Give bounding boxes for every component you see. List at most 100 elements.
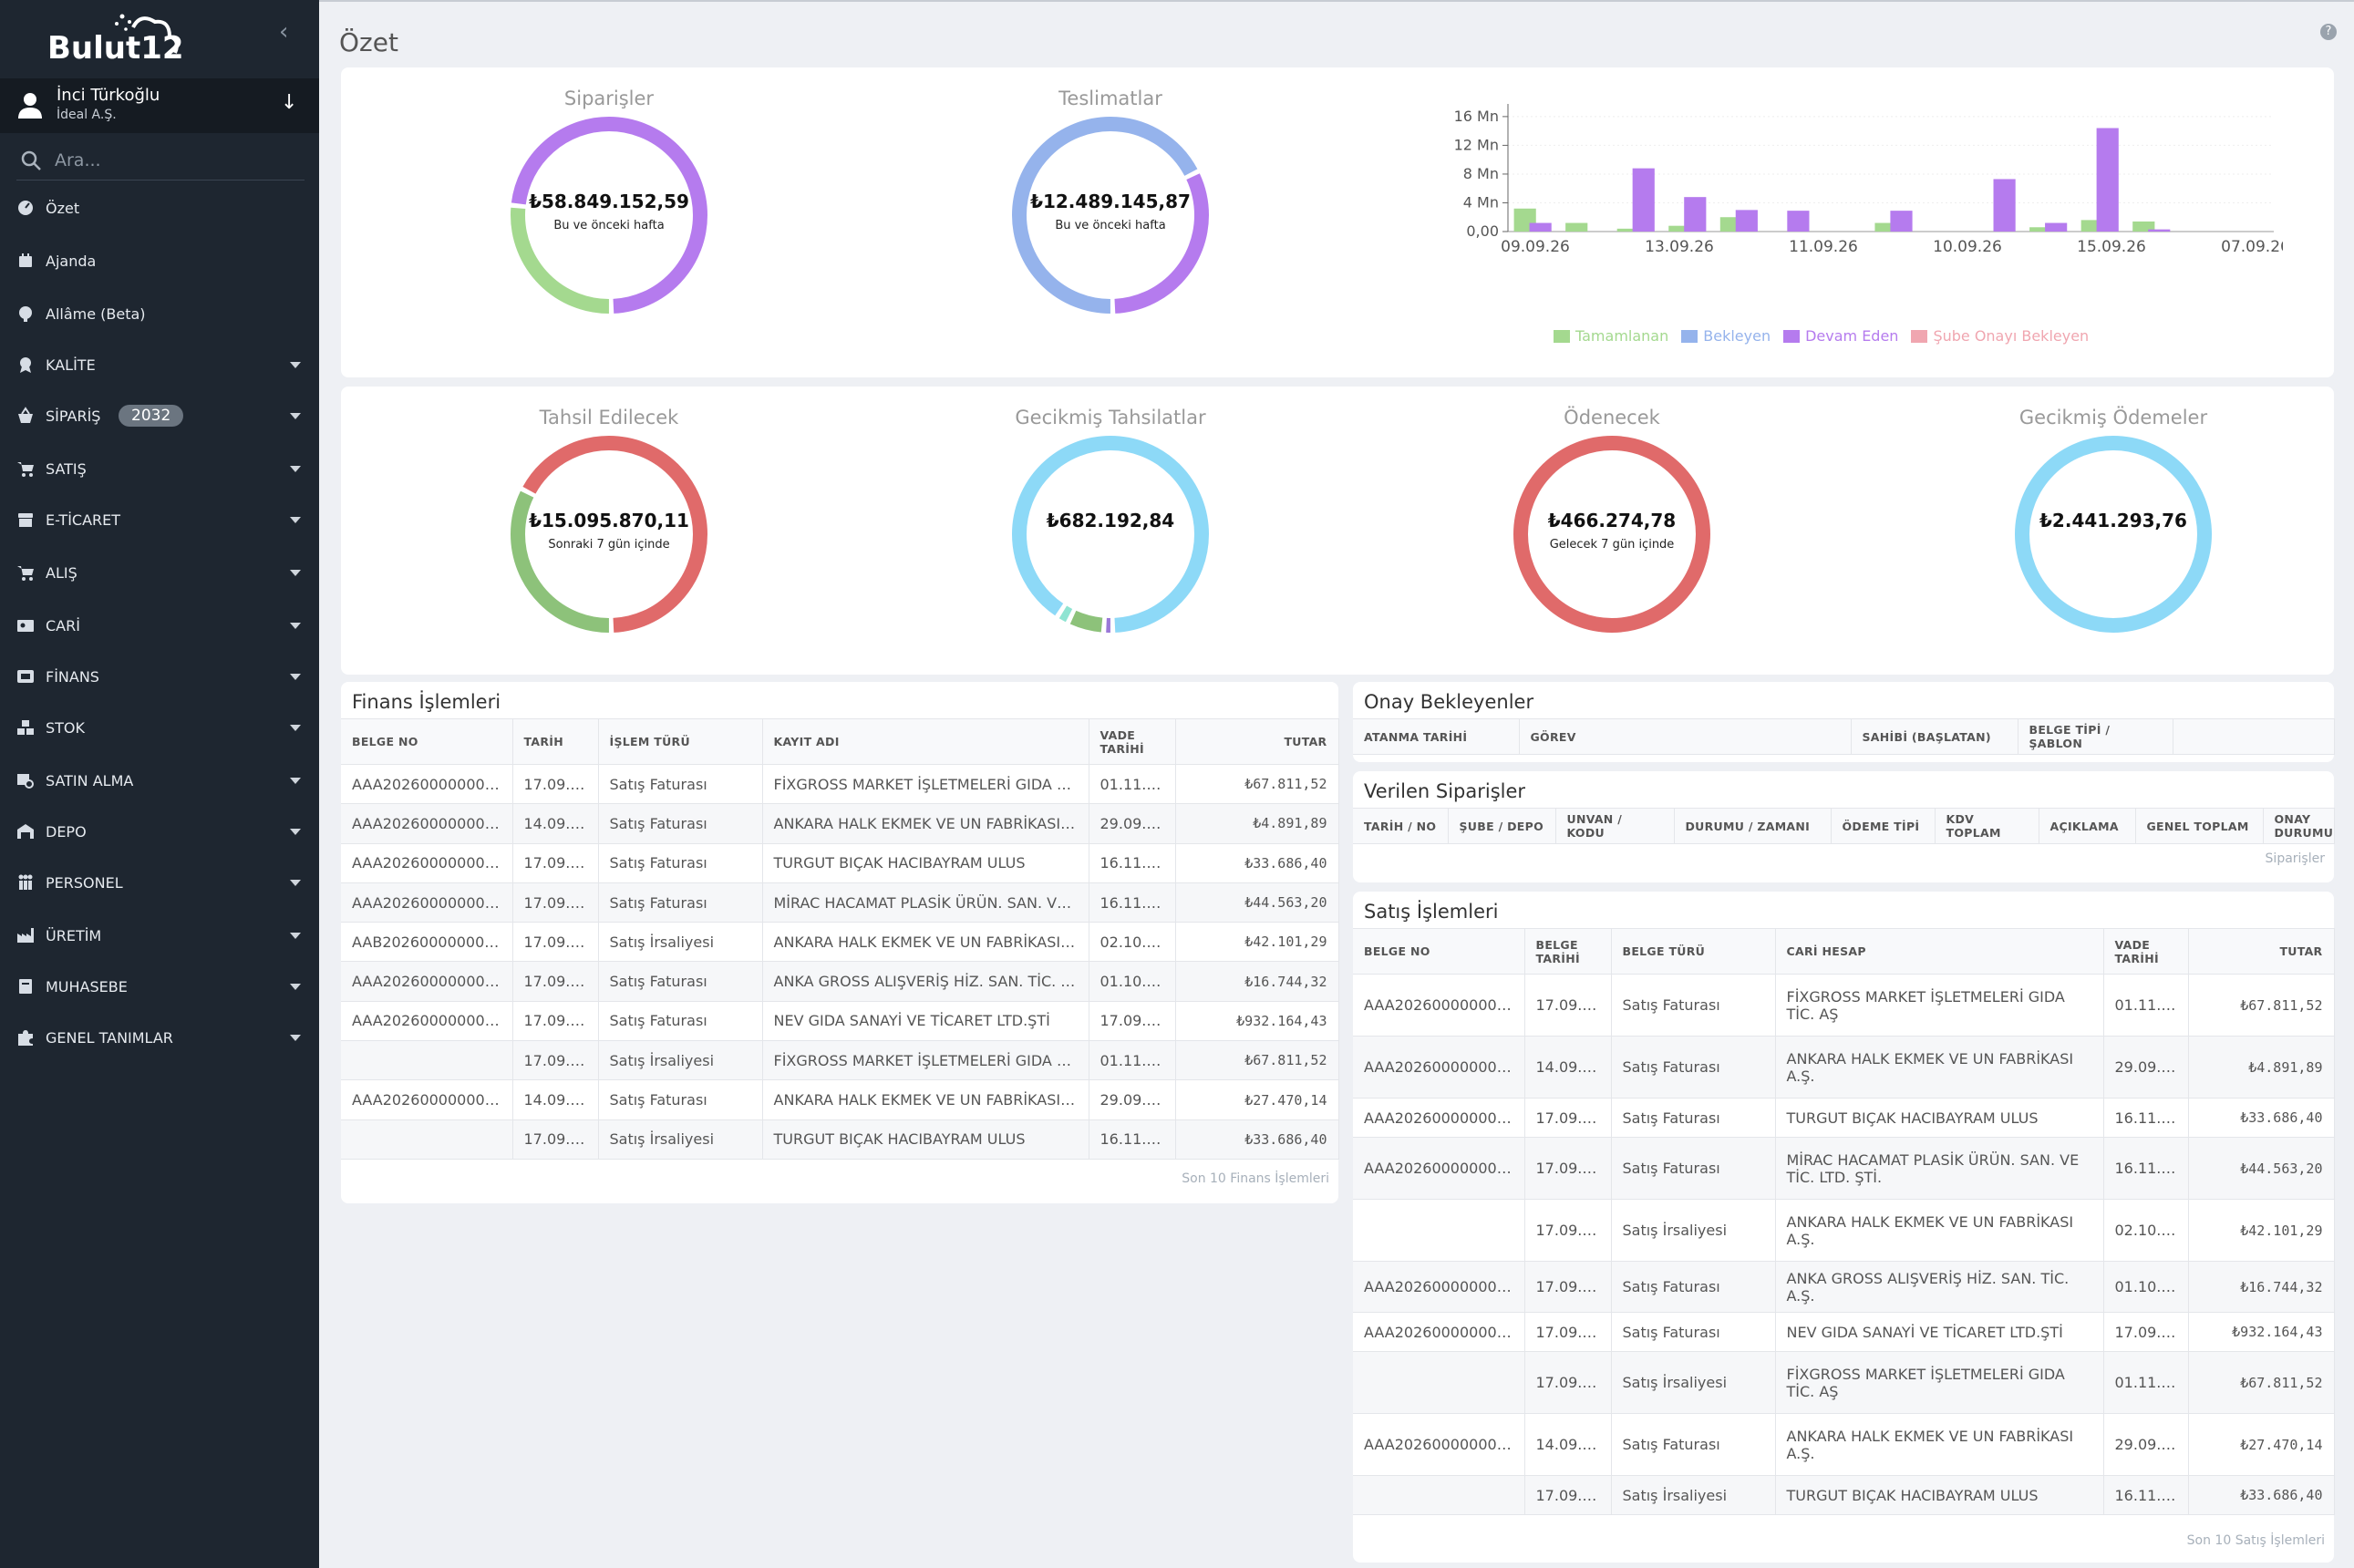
column-header[interactable]: BELGE NO xyxy=(1353,928,1525,975)
column-header[interactable]: AÇIKLAMA xyxy=(2039,808,2136,844)
table-row[interactable]: AAA2026000000000 14.09.26 Satış Faturası AN… xyxy=(341,803,1339,844)
bar-devam-eden[interactable] xyxy=(1890,211,1913,232)
bar-devam-eden[interactable] xyxy=(1529,222,1552,232)
column-header[interactable]: VADE TARİHİ xyxy=(1089,718,1176,765)
bar-devam-eden[interactable] xyxy=(1993,179,2016,232)
column-header[interactable]: KAYIT ADI xyxy=(762,718,1089,765)
table-row[interactable]: AAA2026000000000 17.09.26 Satış Faturası Mİ… xyxy=(341,882,1339,923)
sidebar-item-si-pari-ş[interactable]: SİPARİŞ 2032 xyxy=(0,397,319,434)
column-header[interactable]: BELGE TÜRÜ xyxy=(1611,928,1776,975)
sidebar-item-muhasebe[interactable]: MUHASEBE xyxy=(0,968,319,1005)
table-row[interactable]: AAB2026000000000 17.09.26 Satış İrsaliyesi… xyxy=(341,922,1339,963)
bar-tamamlanan[interactable] xyxy=(1668,225,1691,232)
column-header[interactable]: ONAY DURUMU xyxy=(2263,808,2335,844)
sidebar-item-genel-tanimlar[interactable]: GENEL TANIMLAR xyxy=(0,1019,319,1056)
table-row[interactable]: AAA2026000000000 14.09.26 Satış Faturası AN… xyxy=(1353,1036,2335,1099)
table-row[interactable]: AAA2026000000000 17.09.26 Satış Faturası Fİ… xyxy=(1353,974,2335,1037)
bar-tamamlanan[interactable] xyxy=(2132,221,2155,232)
column-header[interactable]: ŞUBE / DEPO xyxy=(1448,808,1556,844)
legend-item[interactable]: Devam Eden xyxy=(1783,327,1898,345)
bar-tamamlanan[interactable] xyxy=(1874,222,1897,232)
column-header[interactable]: BELGE NO xyxy=(341,718,513,765)
donut-bottom-1[interactable]: Gecikmiş Tahsilatlar ₺682.192,84 xyxy=(965,387,1256,660)
donut-top-1[interactable]: Teslimatlar ₺12.489.145,87 Bu ve önceki ha… xyxy=(965,67,1256,341)
bar-devam-eden[interactable] xyxy=(1787,211,1810,232)
column-header[interactable]: TUTAR xyxy=(2188,928,2335,975)
table-row[interactable]: 17.09.26 Satış İrsaliyesi TURGUT BIÇAK HAC… xyxy=(341,1119,1339,1160)
donut-segment[interactable] xyxy=(2015,436,2212,633)
bar-tamamlanan[interactable] xyxy=(1616,228,1639,232)
arrow-down-icon[interactable]: ↓ xyxy=(281,91,298,114)
sidebar-item-depo[interactable]: DEPO xyxy=(0,813,319,850)
table-row[interactable]: AAA2026000000000 14.09.26 Satış Faturası AN… xyxy=(1353,1413,2335,1476)
sidebar-item-ajanda[interactable]: Ajanda xyxy=(0,242,319,279)
donut-segment[interactable] xyxy=(1012,436,1209,633)
sidebar-item-üreti-m[interactable]: ÜRETİM xyxy=(0,917,319,954)
donut-segment[interactable] xyxy=(511,436,707,633)
donut-segment[interactable] xyxy=(511,436,707,633)
sidebar-item-kali-te[interactable]: KALİTE xyxy=(0,346,319,383)
column-header[interactable]: DURUMU / ZAMANI xyxy=(1674,808,1832,844)
column-header[interactable]: TARİH / NO xyxy=(1353,808,1449,844)
table-row[interactable]: 17.09.26 Satış İrsaliyesi FİXGROSS MARKET … xyxy=(1353,1351,2335,1414)
column-header[interactable]: GÖREV xyxy=(1519,718,1852,755)
column-header[interactable]: VADE TARİHİ xyxy=(2103,928,2189,975)
sidebar-item-satin-alma[interactable]: SATIN ALMA xyxy=(0,762,319,799)
sidebar-item-fi-nans[interactable]: FİNANS xyxy=(0,658,319,695)
column-header[interactable]: ATANMA TARİHİ xyxy=(1353,718,1520,755)
legend-item[interactable]: Tamamlanan xyxy=(1554,327,1668,345)
table-row[interactable]: AAA2026000000000 17.09.26 Satış Faturası AN… xyxy=(1353,1261,2335,1313)
sidebar-item-satiş[interactable]: SATIŞ xyxy=(0,450,319,487)
sidebar-item-cari-[interactable]: CARİ xyxy=(0,607,319,644)
orders-footer[interactable]: Siparişler xyxy=(2265,851,2325,866)
bar-tamamlanan[interactable] xyxy=(1565,222,1588,232)
table-row[interactable]: AAA2026000000000 17.09.26 Satış Faturası NE… xyxy=(341,1001,1339,1042)
table-row[interactable]: AAA2026000000000 17.09.26 Satış Faturası AN… xyxy=(341,961,1339,1002)
bar-tamamlanan[interactable] xyxy=(2029,227,2052,232)
column-header[interactable]: BELGE TİPİ / ŞABLON xyxy=(2018,718,2173,755)
table-row[interactable]: AAA2026000000000 17.09.26 Satış Faturası Fİ… xyxy=(341,764,1339,805)
table-row[interactable]: AAA2026000000000 17.09.26 Satış Faturası NE… xyxy=(1353,1312,2335,1352)
table-row[interactable]: 17.09.26 Satış İrsaliyesi FİXGROSS MARKET … xyxy=(341,1040,1339,1081)
table-row[interactable]: AAA2026000000000 17.09.26 Satış Faturası Mİ… xyxy=(1353,1137,2335,1200)
user-menu[interactable]: İnci Türkoğlu İdeal A.Ş. ↓ xyxy=(0,78,319,133)
column-header[interactable]: UNVAN / KODU xyxy=(1555,808,1675,844)
bar-devam-eden[interactable] xyxy=(2096,128,2119,232)
bar-devam-eden[interactable] xyxy=(2148,229,2171,232)
sidebar-item-e-ti-caret[interactable]: E-TİCARET xyxy=(0,501,319,538)
table-row[interactable]: 17.09.26 Satış İrsaliyesi TURGUT BIÇAK HAC… xyxy=(1353,1475,2335,1515)
table-row[interactable]: AAA2026000000000 17.09.26 Satış Faturası TU… xyxy=(341,843,1339,883)
donut-segment[interactable] xyxy=(511,117,707,314)
bar-devam-eden[interactable] xyxy=(1735,210,1758,232)
donut-bottom-2[interactable]: Ödenecek ₺466.274,78 Gelecek 7 gün içinde xyxy=(1466,387,1758,660)
bar-devam-eden[interactable] xyxy=(2045,222,2068,232)
column-header[interactable]: TUTAR xyxy=(1175,718,1339,765)
donut-segment[interactable] xyxy=(1513,436,1710,633)
donut-bottom-3[interactable]: Gecikmiş Ödemeler ₺2.441.293,76 xyxy=(1967,387,2259,660)
bar-devam-eden[interactable] xyxy=(1684,197,1707,232)
table-row[interactable]: AAA2026000000000 17.09.26 Satış Faturası TU… xyxy=(1353,1098,2335,1138)
column-header[interactable]: ÖDEME TİPİ xyxy=(1831,808,1936,844)
column-header[interactable]: KDV TOPLAM xyxy=(1935,808,2039,844)
finance-footer[interactable]: Son 10 Finans İşlemleri xyxy=(1182,1171,1329,1186)
column-header[interactable] xyxy=(2173,718,2335,755)
donut-top-0[interactable]: Siparişler ₺58.849.152,59 Bu ve önceki haf… xyxy=(463,67,755,341)
donut-segment[interactable] xyxy=(511,117,707,314)
donut-segment[interactable] xyxy=(1012,117,1209,314)
column-header[interactable]: SAHİBİ (BAŞLATAN) xyxy=(1851,718,2018,755)
sales-footer[interactable]: Son 10 Satış İşlemleri xyxy=(2186,1533,2325,1548)
help-icon[interactable]: ? xyxy=(2320,24,2337,40)
search-input[interactable] xyxy=(55,148,292,173)
table-row[interactable]: AAA2026000000000 14.09.26 Satış Faturası AN… xyxy=(341,1079,1339,1120)
donut-bottom-0[interactable]: Tahsil Edilecek ₺15.095.870,11 Sonraki 7 g… xyxy=(463,387,755,660)
column-header[interactable]: TARİH xyxy=(512,718,599,765)
sidebar-item-allâme-beta-[interactable]: Allâme (Beta) xyxy=(0,295,319,332)
bar-devam-eden[interactable] xyxy=(1632,168,1655,232)
donut-segment[interactable] xyxy=(1012,117,1209,314)
legend-item[interactable]: Şube Onayı Bekleyen xyxy=(1911,327,2089,345)
column-header[interactable]: İŞLEM TÜRÜ xyxy=(598,718,763,765)
table-row[interactable]: 17.09.26 Satış İrsaliyesi ANKARA HALK EKME… xyxy=(1353,1199,2335,1262)
collapse-sidebar-icon[interactable]: ‹ xyxy=(279,18,289,46)
column-header[interactable]: GENEL TOPLAM xyxy=(2135,808,2264,844)
column-header[interactable]: BELGE TARİHİ xyxy=(1524,928,1612,975)
